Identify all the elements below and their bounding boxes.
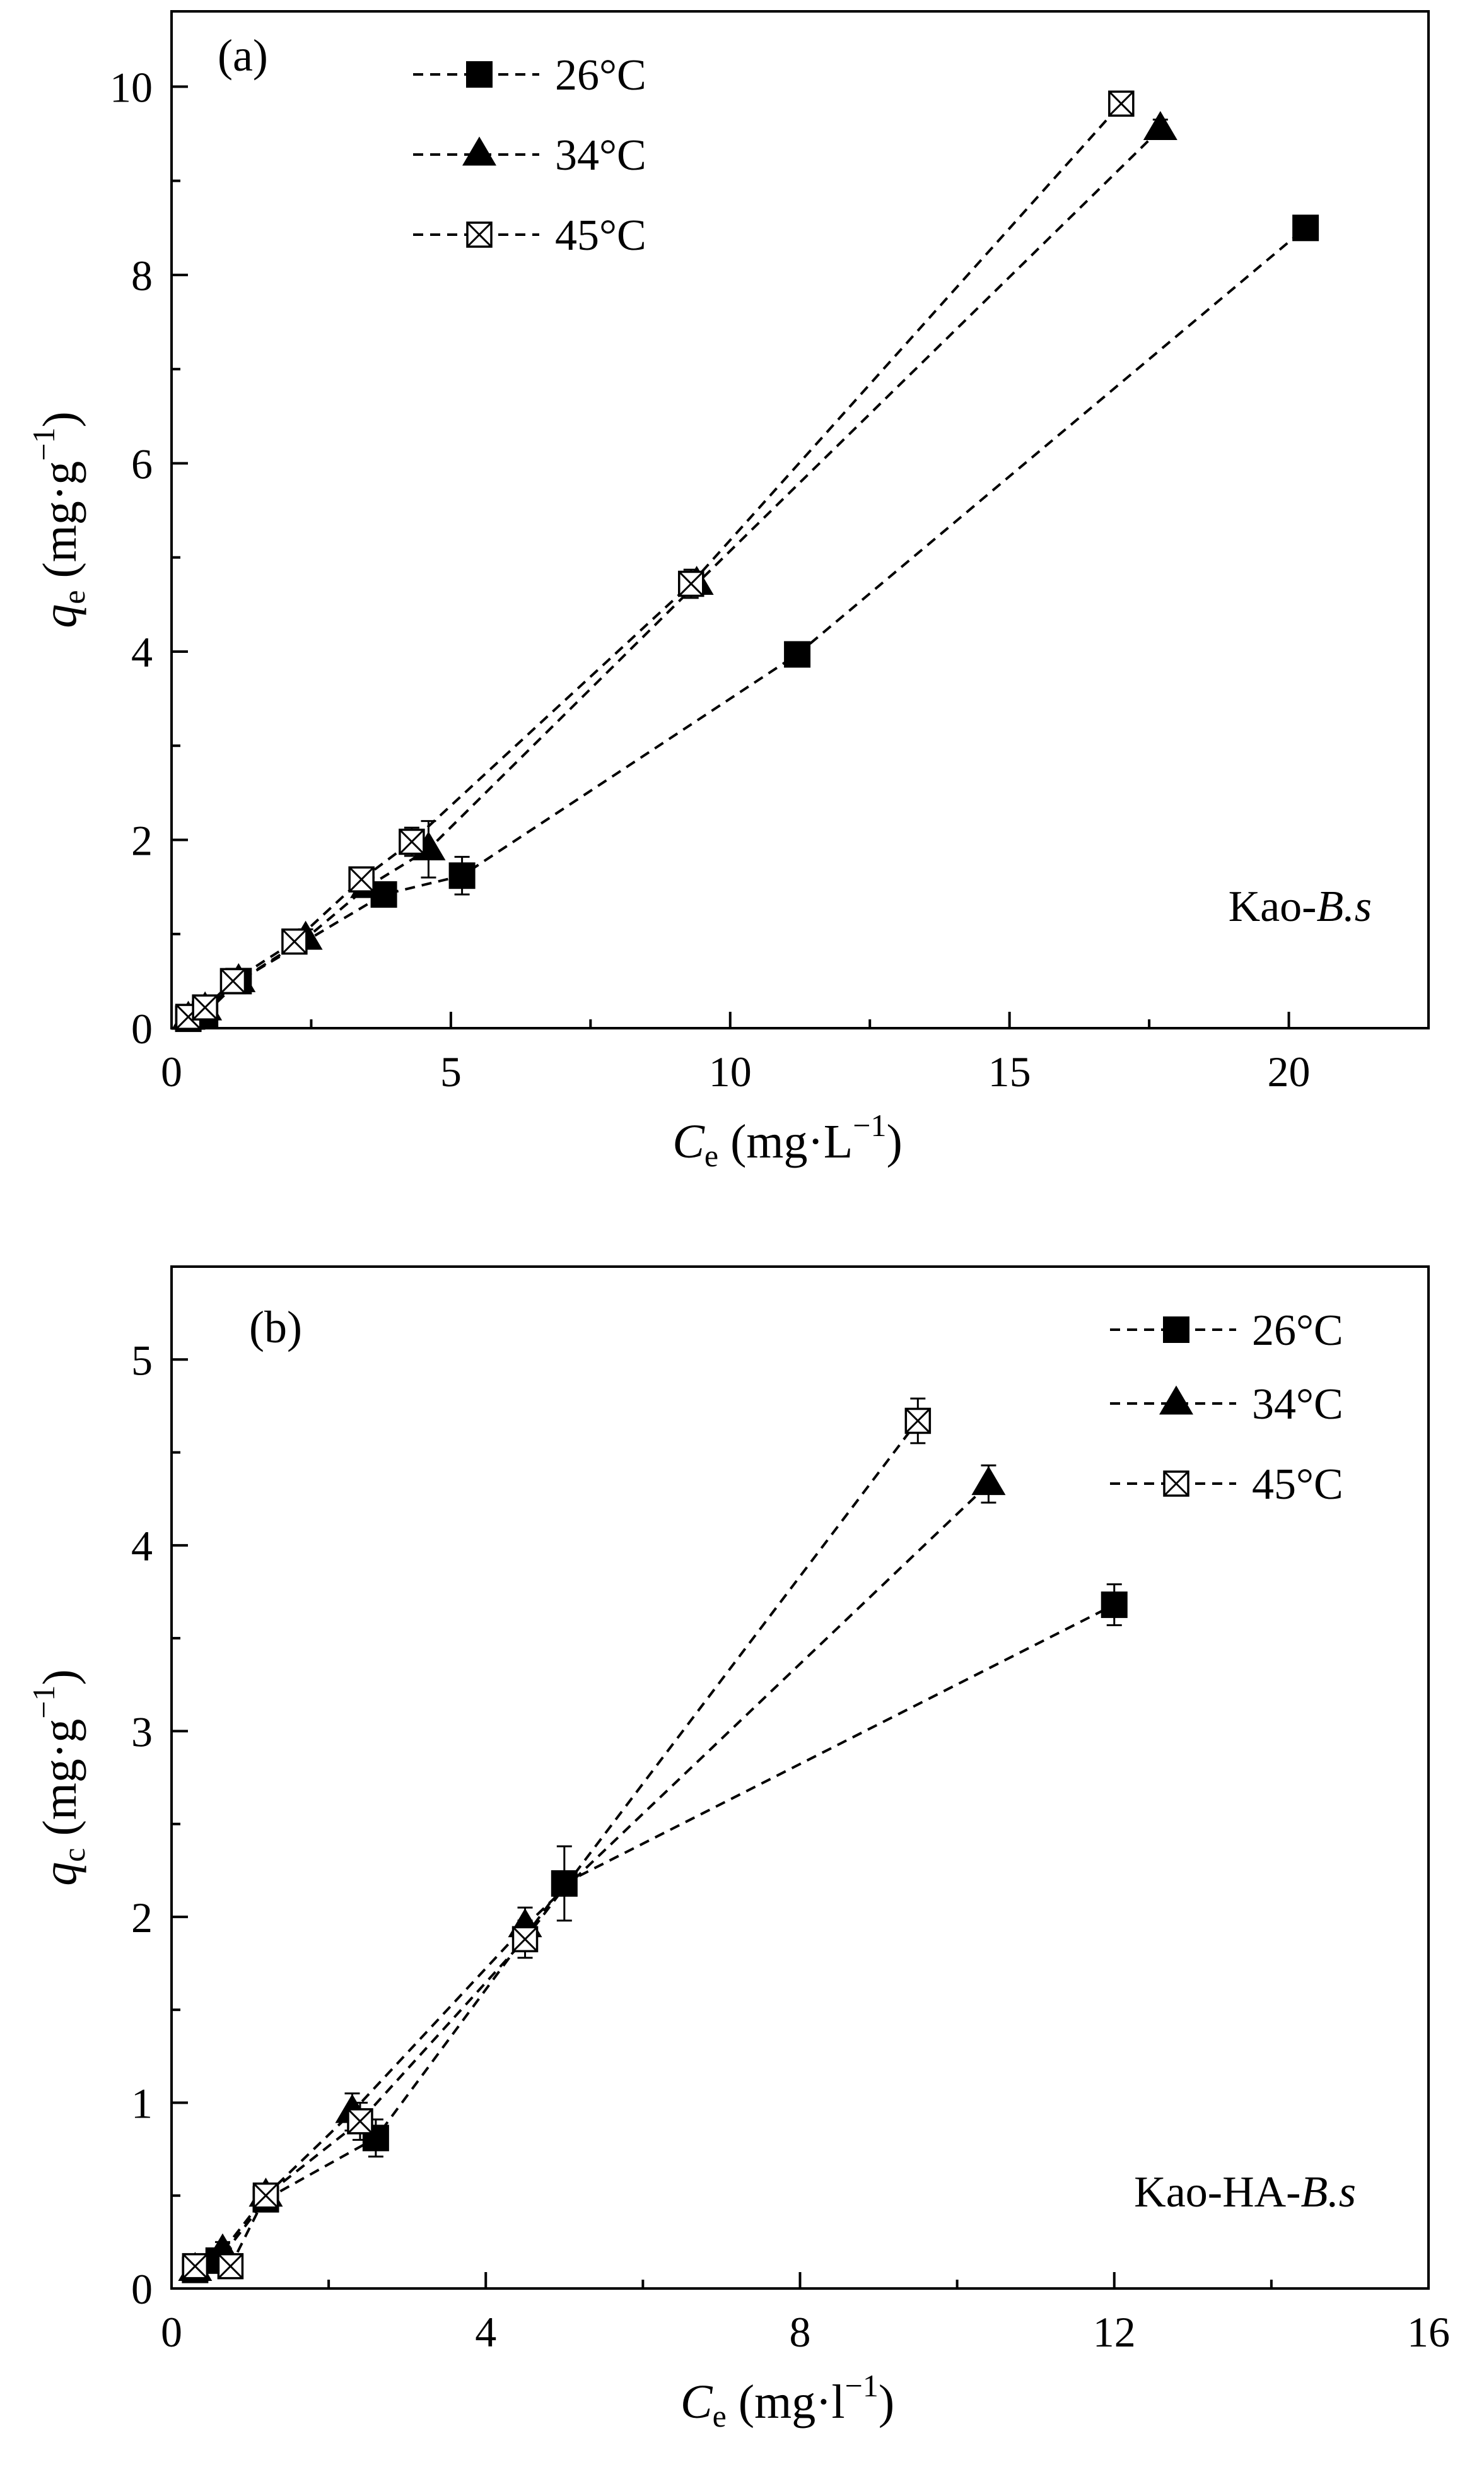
- data-point: [281, 928, 308, 955]
- legend-label: 34°C: [555, 131, 646, 180]
- legend-marker: [1163, 1316, 1189, 1343]
- sample-annotation: Kao-B.s: [1229, 882, 1372, 931]
- legend-marker: [462, 136, 496, 166]
- legend-entry: 34°C: [1110, 1380, 1343, 1429]
- legend-marker: [466, 61, 493, 88]
- data-point: [448, 862, 476, 889]
- panel-a: 0 5 10 15 20 0 2 4 6 8 10 Ce (mg·L−1) qe (mg·g−1) (a)…: [26, 10, 1430, 1173]
- x-axis-title: Ce (mg·l−1): [681, 2368, 894, 2434]
- legend-label: 26°C: [555, 51, 646, 100]
- data-point: [192, 994, 218, 1021]
- x-tick-label: 12: [1093, 2308, 1136, 2356]
- data-point: [1143, 111, 1177, 141]
- legend: 26°C 34°C 45°C: [413, 51, 646, 260]
- x-tick-label: 4: [475, 2308, 496, 2356]
- data-point: [399, 828, 425, 855]
- y-tick-label: 0: [131, 2265, 153, 2313]
- data-point: [219, 968, 247, 995]
- data-point: [551, 1870, 578, 1897]
- data-point: [971, 1466, 1006, 1496]
- y-tick-label: 6: [131, 440, 153, 488]
- x-tick-label: 8: [790, 2308, 811, 2356]
- series-45°C: [175, 90, 1135, 1030]
- legend-entry: 45°C: [1110, 1460, 1343, 1509]
- x-tick-label: 0: [161, 2308, 182, 2356]
- data-point: [784, 641, 811, 668]
- y-tick-label: 1: [131, 2079, 153, 2127]
- x-tick-label: 0: [161, 1048, 182, 1096]
- legend-entry: 26°C: [413, 51, 646, 100]
- x-tick-label: 15: [988, 1048, 1031, 1096]
- y-tick-label: 8: [131, 252, 153, 300]
- data-point: [347, 2108, 373, 2135]
- x-tick-label: 20: [1268, 1048, 1311, 1096]
- data-point: [1101, 1591, 1128, 1619]
- x-axis-title: Ce (mg·L−1): [672, 1108, 903, 1173]
- y-axis-title: qe (mg·g−1): [26, 411, 91, 628]
- legend-label: 34°C: [1252, 1380, 1343, 1429]
- legend-marker: [466, 221, 493, 248]
- data-point: [678, 570, 704, 597]
- panel-label: (a): [218, 30, 268, 81]
- data-point: [252, 2182, 279, 2209]
- legend-label: 26°C: [1252, 1306, 1343, 1355]
- panel-label: (b): [249, 1302, 302, 1352]
- x-tick-label: 10: [709, 1048, 752, 1096]
- y-tick-label: 4: [131, 628, 153, 676]
- data-point: [511, 1926, 539, 1953]
- legend-label: 45°C: [1252, 1460, 1343, 1509]
- y-tick-label: 3: [131, 1708, 153, 1755]
- data-point: [182, 2253, 209, 2280]
- plot-frame: [170, 10, 1430, 1029]
- y-tick-label: 4: [131, 1522, 153, 1570]
- data-point: [1108, 90, 1135, 117]
- y-tick-label: 2: [131, 1894, 153, 1942]
- sample-annotation: Kao-HA-B.s: [1134, 2168, 1356, 2217]
- y-tick-label: 10: [110, 63, 153, 111]
- data-point: [217, 2253, 244, 2280]
- legend-marker: [1163, 1470, 1189, 1497]
- series-line: [194, 1483, 990, 2271]
- series-45°C: [182, 1397, 932, 2280]
- series-line: [195, 1420, 919, 2268]
- legend: 26°C 34°C 45°C: [1110, 1306, 1343, 1509]
- y-axis-title: qc (mg·g−1): [26, 1669, 91, 1885]
- data-point: [904, 1407, 932, 1434]
- legend-entry: 45°C: [413, 211, 646, 260]
- legend-entry: 26°C: [1110, 1306, 1343, 1355]
- data-point: [1292, 214, 1319, 242]
- data-point: [348, 866, 375, 893]
- y-tick-label: 0: [131, 1005, 153, 1053]
- legend-label: 45°C: [555, 211, 646, 260]
- y-tick-label: 5: [131, 1336, 153, 1384]
- legend-entry: 34°C: [413, 131, 646, 180]
- y-tick-label: 2: [131, 816, 153, 864]
- x-tick-label: 5: [440, 1048, 462, 1096]
- legend-marker: [1159, 1385, 1193, 1415]
- x-tick-label: 16: [1407, 2308, 1450, 2356]
